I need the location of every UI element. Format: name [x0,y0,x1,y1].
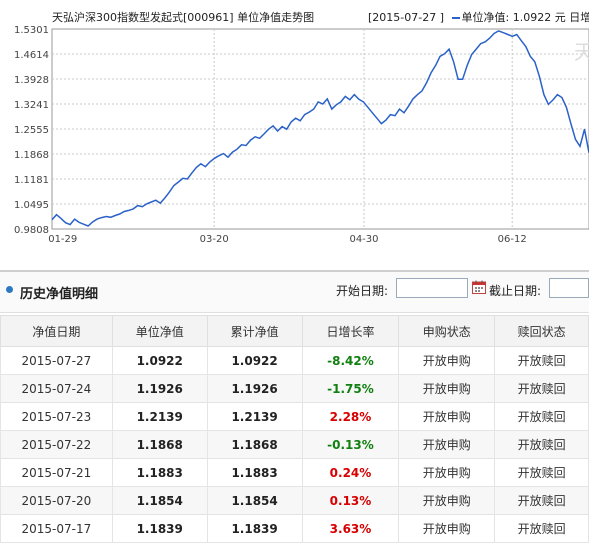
table-row: 2015-07-22 1.1868 1.1868 -0.13% 开放申购 开放赎回 [0,430,589,459]
cell-buy-status: 开放申购 [398,402,496,431]
section-bullet-icon [6,286,13,293]
cell-cum-nav: 1.1883 [206,458,303,487]
history-section-header: 历史净值明细 开始日期: 截止日期: [0,270,589,313]
table-row: 2015-07-27 1.0922 1.0922 -8.42% 开放申购 开放赎回 [0,346,589,375]
y-tick-label: 1.3241 [14,100,49,111]
table-header-row: 净值日期 单位净值 累计净值 日增长率 申购状态 赎回状态 [0,315,589,347]
end-date-input[interactable] [549,278,589,298]
cell-buy-status: 开放申购 [398,346,496,375]
legend-date: [2015-07-27 ] [368,11,445,24]
cell-daily-change: -0.13% [301,430,400,459]
cell-redeem-status: 开放赎回 [494,346,589,375]
cell-buy-status: 开放申购 [398,486,496,515]
table-row: 2015-07-24 1.1926 1.1926 -1.75% 开放申购 开放赎回 [0,374,589,403]
table-body: 2015-07-27 1.0922 1.0922 -8.42% 开放申购 开放赎回 2015… [0,346,589,543]
cell-daily-change: 0.24% [301,458,400,487]
cell-unit-nav: 1.1868 [111,430,208,459]
y-tick-label: 1.1181 [14,175,49,186]
cell-redeem-status: 开放赎回 [494,514,589,543]
y-tick-label: 1.4614 [14,50,49,61]
col-header-buy-status[interactable]: 申购状态 [398,315,496,347]
y-tick-label: 1.0495 [14,200,49,211]
cell-unit-nav: 1.1839 [111,514,208,543]
table-row: 2015-07-23 1.2139 1.2139 2.28% 开放申购 开放赎回 [0,402,589,431]
col-header-redeem-status[interactable]: 赎回状态 [494,315,589,347]
start-date-input[interactable] [396,278,468,298]
cell-buy-status: 开放申购 [398,430,496,459]
cell-cum-nav: 1.1839 [206,514,303,543]
watermark-logo: 天 [574,40,589,64]
cell-unit-nav: 1.1883 [111,458,208,487]
legend-nav-unit: 元 [554,11,566,24]
cell-daily-change: -1.75% [301,374,400,403]
cell-cum-nav: 1.2139 [206,402,303,431]
y-tick-label: 1.3928 [14,75,49,86]
cell-date: 2015-07-24 [0,374,113,403]
section-title: 历史净值明细 [20,287,99,302]
cell-redeem-status: 开放赎回 [494,374,589,403]
legend-nav-value: 1.0922 [512,11,552,24]
calendar-icon[interactable] [472,280,486,294]
nav-chart-panel: 1.5301 1.4614 1.3928 1.3241 1.2555 1.1868 1.11… [0,0,589,250]
nav-line-chart: 1.5301 1.4614 1.3928 1.3241 1.2555 1.1868 1.11… [14,25,589,245]
col-header-date[interactable]: 净值日期 [0,315,113,347]
cell-daily-change: -8.42% [301,346,400,375]
legend-change-label: 日增长率 [569,11,589,24]
cell-date: 2015-07-20 [0,486,113,515]
cell-cum-nav: 1.1854 [206,486,303,515]
col-header-daily-change[interactable]: 日增长率 [301,315,400,347]
x-tick-label: 01-29 [48,234,77,245]
x-tick-label: 04-30 [349,234,378,245]
cell-redeem-status: 开放赎回 [494,458,589,487]
start-date-label: 开始日期: [336,284,389,298]
cell-date: 2015-07-23 [0,402,113,431]
chart-legend: [2015-07-27 ] 单位净值: 1.0922 元 日增长率 [368,9,589,25]
y-tick-label: 1.5301 [14,25,49,36]
y-tick-label: 0.9808 [14,225,49,236]
table-row: 2015-07-17 1.1839 1.1839 3.63% 开放申购 开放赎回 [0,514,589,543]
x-tick-label: 06-12 [498,234,527,245]
cell-unit-nav: 1.2139 [111,402,208,431]
cell-daily-change: 2.28% [301,402,400,431]
cell-daily-change: 0.13% [301,486,400,515]
x-tick-label: 03-20 [200,234,229,245]
legend-nav-label: 单位净值: [461,11,510,24]
chart-title: 天弘沪深300指数型发起式[000961] 单位净值走势图 [52,11,315,24]
cell-cum-nav: 1.0922 [206,346,303,375]
cell-buy-status: 开放申购 [398,458,496,487]
cell-unit-nav: 1.1854 [111,486,208,515]
cell-date: 2015-07-17 [0,514,113,543]
cell-redeem-status: 开放赎回 [494,402,589,431]
cell-redeem-status: 开放赎回 [494,430,589,459]
cell-buy-status: 开放申购 [398,514,496,543]
table-row: 2015-07-20 1.1854 1.1854 0.13% 开放申购 开放赎回 [0,486,589,515]
cell-daily-change: 3.63% [301,514,400,543]
y-tick-label: 1.1868 [14,150,49,161]
end-date-label: 截止日期: [489,284,542,298]
col-header-unit-nav[interactable]: 单位净值 [111,315,208,347]
legend-line-icon [451,17,460,19]
cell-buy-status: 开放申购 [398,374,496,403]
cell-date: 2015-07-22 [0,430,113,459]
y-tick-label: 1.2555 [14,125,49,136]
nav-series-line [51,30,589,227]
cell-unit-nav: 1.1926 [111,374,208,403]
table-row: 2015-07-21 1.1883 1.1883 0.24% 开放申购 开放赎回 [0,458,589,487]
cell-cum-nav: 1.1926 [206,374,303,403]
cell-unit-nav: 1.0922 [111,346,208,375]
col-header-cum-nav[interactable]: 累计净值 [206,315,303,347]
cell-date: 2015-07-27 [0,346,113,375]
cell-date: 2015-07-21 [0,458,113,487]
cell-redeem-status: 开放赎回 [494,486,589,515]
nav-history-table: 净值日期 单位净值 累计净值 日增长率 申购状态 赎回状态 2015-07-27… [0,315,589,543]
cell-cum-nav: 1.1868 [206,430,303,459]
